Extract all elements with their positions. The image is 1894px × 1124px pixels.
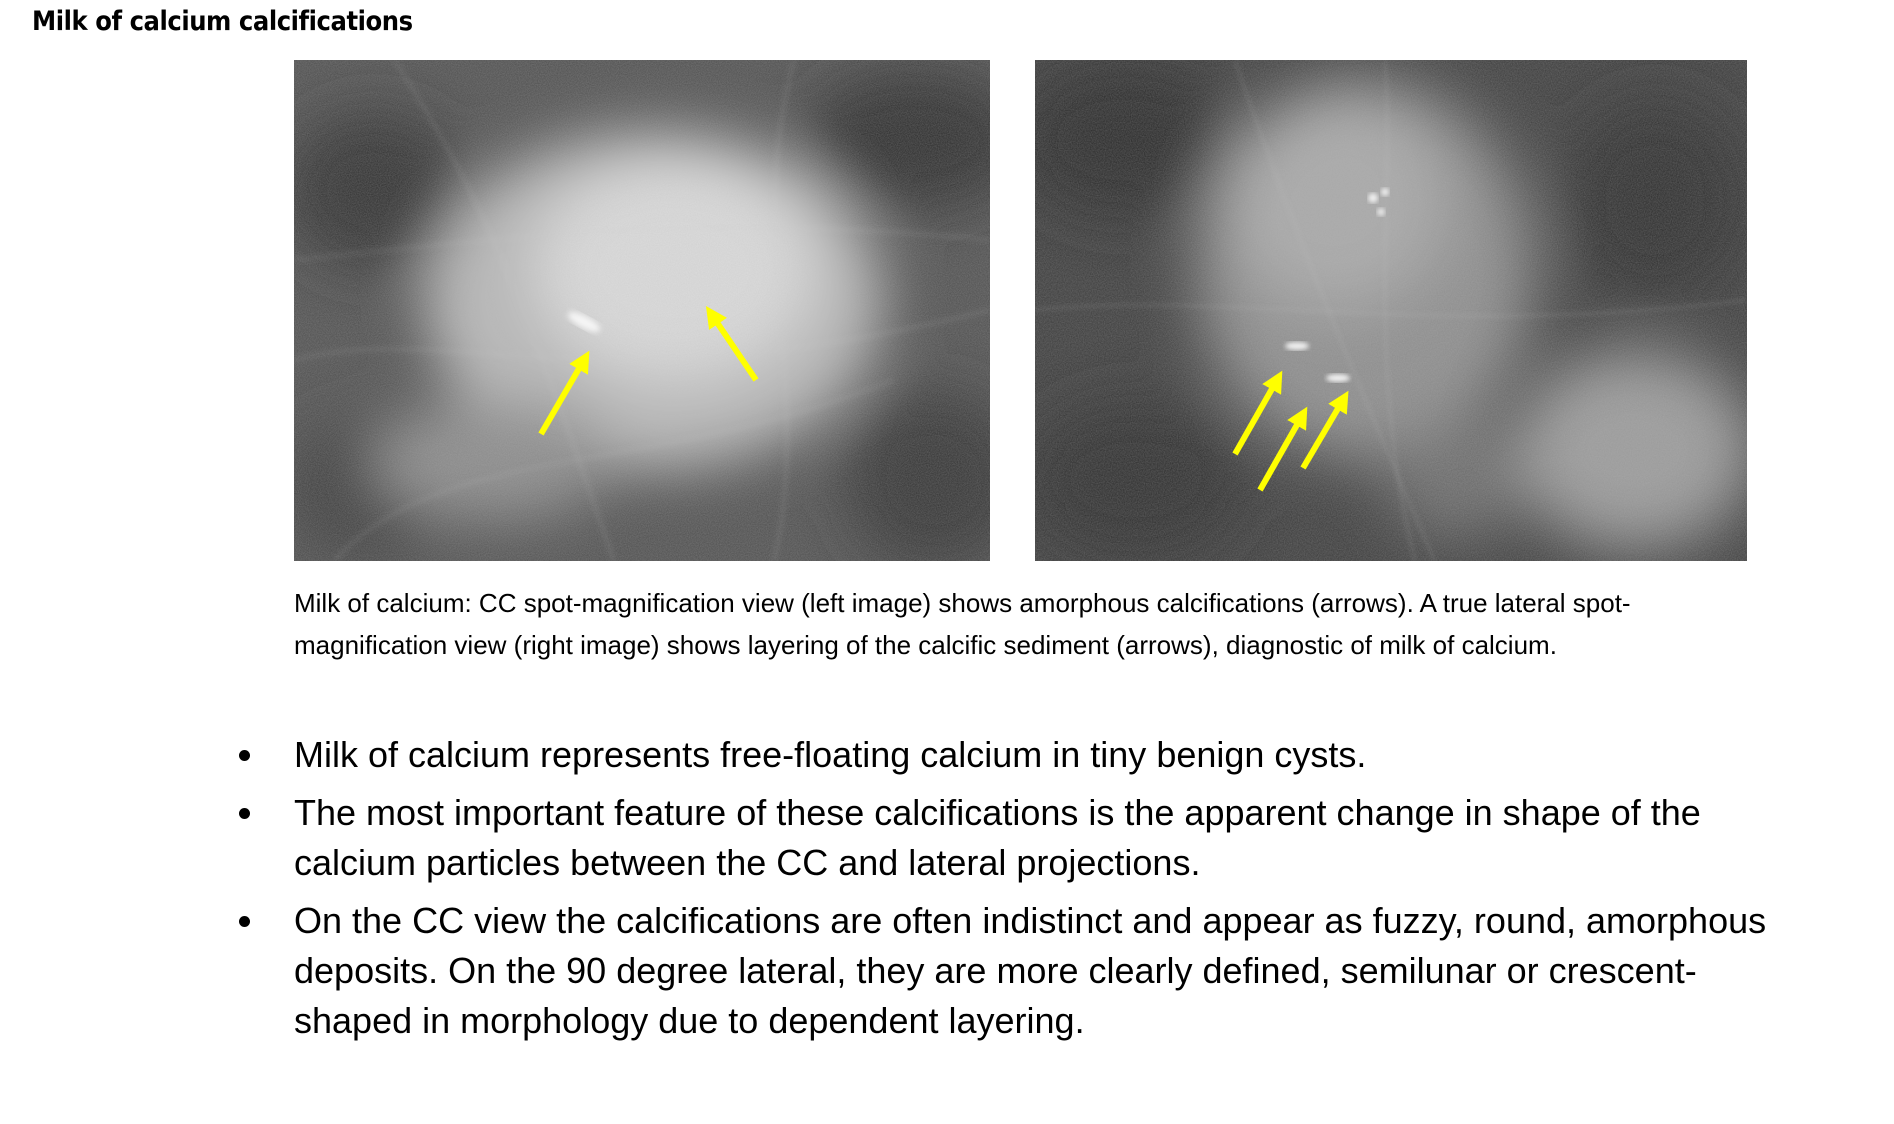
figure-caption: Milk of calcium: CC spot-magnification v… xyxy=(294,588,1631,660)
bullet-icon xyxy=(239,750,250,761)
list-item: Milk of calcium represents free-floating… xyxy=(230,730,1774,780)
page-title: Milk of calcium calcifications xyxy=(32,6,413,37)
cc-view-image xyxy=(294,60,990,561)
bullet-text: The most important feature of these calc… xyxy=(294,792,1701,883)
bullet-icon xyxy=(239,916,250,927)
lateral-view-image xyxy=(1035,60,1747,561)
list-item: On the CC view the calcifications are of… xyxy=(230,896,1774,1046)
bullet-text: On the CC view the calcifications are of… xyxy=(294,900,1767,1041)
bullet-text: Milk of calcium represents free-floating… xyxy=(294,734,1367,775)
bullet-icon xyxy=(239,808,250,819)
bullet-list: Milk of calcium represents free-floating… xyxy=(230,730,1790,1054)
list-item: The most important feature of these calc… xyxy=(230,788,1774,888)
